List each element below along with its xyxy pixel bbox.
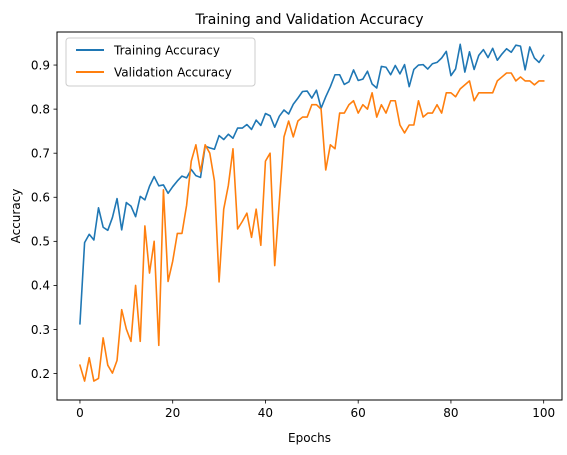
training-accuracy-line bbox=[79, 43, 545, 325]
x-tick-label: 60 bbox=[351, 406, 366, 420]
chart-title: Training and Validation Accuracy bbox=[195, 12, 424, 28]
legend: Training Accuracy Validation Accuracy bbox=[65, 37, 256, 87]
x-tick-label: 0 bbox=[76, 406, 84, 420]
y-tick-label: 0.5 bbox=[31, 235, 50, 249]
y-tick-label: 0.9 bbox=[31, 58, 50, 72]
y-axis-label: Accuracy bbox=[9, 189, 23, 244]
y-axis: 0.2 0.3 0.4 0.5 0.6 0.7 0.8 0.9 bbox=[31, 58, 57, 381]
plot-frame bbox=[56, 31, 563, 401]
series-layer bbox=[78, 43, 545, 382]
y-tick-label: 0.8 bbox=[31, 102, 50, 116]
legend-label-validation: Validation Accuracy bbox=[114, 66, 232, 80]
plot-area bbox=[57, 32, 562, 400]
y-tick-label: 0.7 bbox=[31, 146, 50, 160]
x-axis: 0 20 40 60 80 100 bbox=[76, 400, 555, 420]
y-tick-label: 0.4 bbox=[31, 279, 50, 293]
x-tick-label: 80 bbox=[443, 406, 458, 420]
legend-label-training: Training Accuracy bbox=[113, 44, 220, 58]
x-tick-label: 100 bbox=[532, 406, 555, 420]
validation-accuracy-line bbox=[78, 72, 545, 382]
legend-box bbox=[65, 37, 256, 87]
plot-background bbox=[57, 32, 562, 400]
x-tick-label: 40 bbox=[258, 406, 273, 420]
y-tick-label: 0.3 bbox=[31, 323, 50, 337]
x-tick-label: 20 bbox=[165, 406, 180, 420]
x-axis-label: Epochs bbox=[288, 431, 331, 445]
y-tick-label: 0.2 bbox=[31, 367, 50, 381]
y-tick-label: 0.6 bbox=[31, 191, 50, 205]
